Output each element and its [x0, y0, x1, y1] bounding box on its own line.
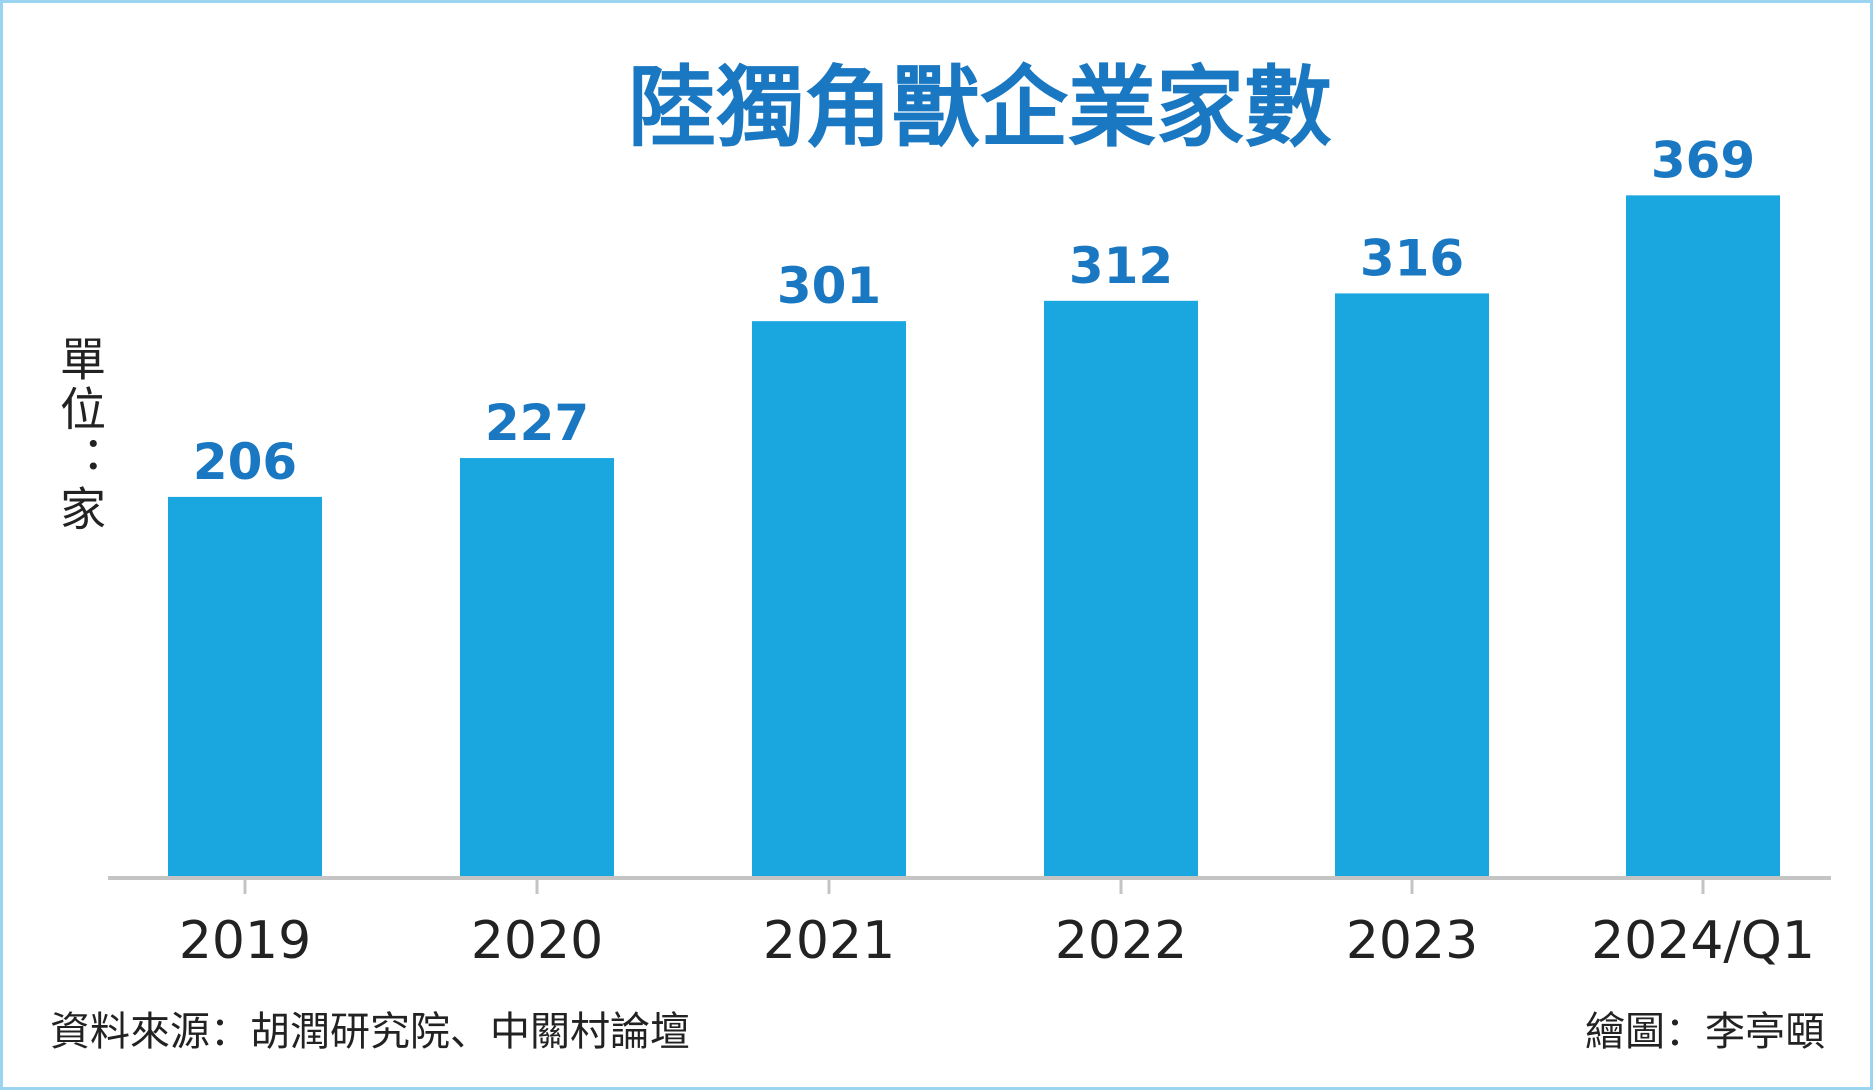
bar-2019	[168, 496, 322, 878]
data-label: 227	[485, 394, 589, 452]
y-axis-unit-label: 單位：家	[53, 335, 107, 535]
data-label: 312	[1069, 237, 1173, 295]
x-tick-label: 2020	[471, 911, 603, 971]
data-label: 301	[777, 257, 881, 315]
data-label: 206	[193, 433, 297, 491]
bar-2021	[752, 321, 906, 878]
x-tick-label: 2021	[763, 911, 895, 971]
chart-title: 陸獨角獸企業家數	[628, 56, 1332, 159]
bar-2020	[460, 458, 614, 878]
source-note: 資料來源：胡潤研究院、中關村論壇	[50, 1009, 690, 1055]
credit-note: 繪圖：李亭頤	[1585, 1009, 1825, 1055]
bar-2023	[1335, 293, 1489, 878]
x-tick-label: 2022	[1055, 911, 1187, 971]
bar-2022	[1044, 300, 1198, 878]
bar-2024/Q1	[1626, 195, 1780, 879]
data-label: 369	[1651, 131, 1755, 189]
x-tick-label: 2023	[1346, 911, 1478, 971]
x-tick-label: 2024/Q1	[1591, 911, 1815, 971]
x-tick-label: 2019	[179, 911, 311, 971]
data-label: 316	[1360, 229, 1464, 287]
